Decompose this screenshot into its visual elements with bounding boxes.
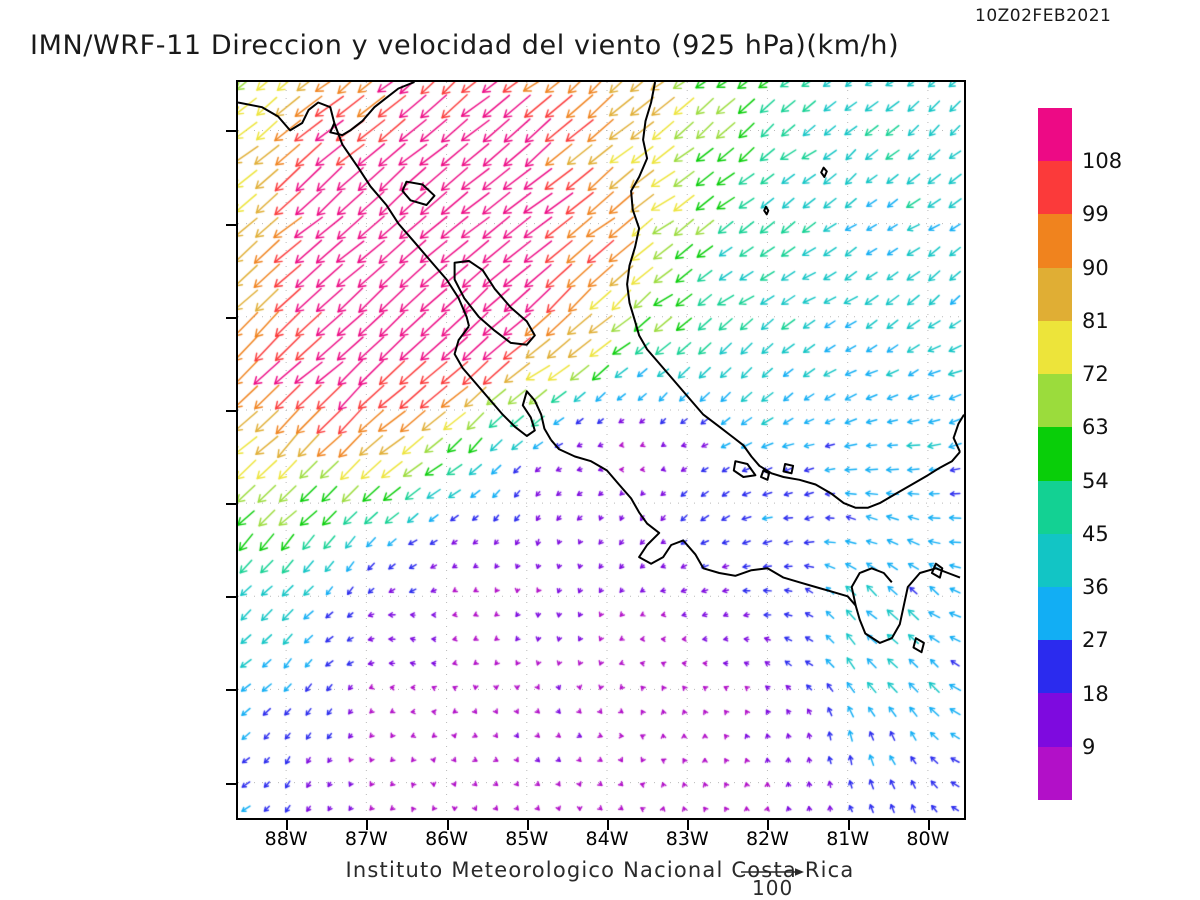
- colorbar-band: [1038, 480, 1072, 534]
- reference-vector-arrow: [741, 868, 804, 876]
- coastline-path: [626, 82, 961, 509]
- colorbar[interactable]: [1038, 108, 1072, 800]
- lon-tick-label: 84W: [585, 828, 629, 850]
- lon-tick-label: 87W: [344, 828, 388, 850]
- lon-tick-label: 86W: [425, 828, 469, 850]
- lon-tick-mark: [607, 820, 610, 830]
- lon-tick-mark: [767, 820, 770, 830]
- colorbar-tick-label: 45: [1082, 521, 1109, 546]
- lat-tick-mark: [226, 782, 236, 785]
- coastline-path: [453, 325, 552, 441]
- lon-tick-label: 85W: [505, 828, 549, 850]
- coastline-path: [820, 166, 828, 178]
- coastline-path: [760, 469, 771, 481]
- lat-tick-mark: [226, 223, 236, 226]
- coastline-path: [238, 82, 415, 137]
- colorbar-tick-label: 99: [1082, 202, 1109, 227]
- lon-tick-label: 83W: [665, 828, 709, 850]
- lat-tick-mark: [226, 689, 236, 692]
- coastline-path: [930, 562, 944, 579]
- coastline-path: [550, 439, 961, 644]
- coastline-path: [732, 460, 757, 478]
- colorbar-tick-label: 9: [1082, 734, 1096, 759]
- lon-tick-label: 80W: [906, 828, 950, 850]
- colorbar-band: [1038, 108, 1072, 162]
- page-title: IMN/WRF-11 Direccion y velocidad del vie…: [30, 30, 900, 61]
- colorbar-band: [1038, 161, 1072, 215]
- colorbar-tick-label: 63: [1082, 415, 1109, 440]
- footer-credit: Instituto Meteorologico Nacional Costa R…: [345, 858, 855, 882]
- lat-tick-mark: [226, 130, 236, 133]
- lon-tick-mark: [446, 820, 449, 830]
- coastline-path: [763, 205, 770, 216]
- lon-tick-mark: [927, 820, 930, 830]
- coastline-path: [401, 180, 436, 206]
- colorbar-tick-label: 36: [1082, 575, 1109, 600]
- colorbar-band: [1038, 267, 1072, 321]
- lat-tick-mark: [226, 596, 236, 599]
- coastline-path: [912, 637, 925, 654]
- colorbar-tick-label: 90: [1082, 255, 1109, 280]
- colorbar-band: [1038, 586, 1072, 641]
- coastline-path: [850, 567, 893, 606]
- colorbar-band: [1038, 533, 1072, 587]
- lat-tick-mark: [226, 503, 236, 506]
- lon-tick-label: 82W: [745, 828, 789, 850]
- colorbar-band: [1038, 640, 1072, 694]
- reference-vector-label: 100: [752, 876, 794, 900]
- colorbar-tick-label: 108: [1082, 149, 1123, 174]
- colorbar-tick-label: 54: [1082, 468, 1109, 493]
- lon-tick-label: 88W: [264, 828, 308, 850]
- lat-tick-mark: [226, 409, 236, 412]
- colorbar-band: [1038, 427, 1072, 481]
- lon-tick-mark: [366, 820, 369, 830]
- colorbar-band: [1038, 746, 1072, 800]
- lon-tick-mark: [526, 820, 529, 830]
- colorbar-tick-label: 18: [1082, 681, 1109, 706]
- lat-tick-mark: [226, 316, 236, 319]
- colorbar-tick-label: 72: [1082, 362, 1109, 387]
- coastline-path: [333, 122, 470, 327]
- coastline-overlay: [238, 82, 964, 654]
- map-plot-area[interactable]: [236, 80, 966, 820]
- lon-tick-mark: [687, 820, 690, 830]
- lon-tick-label: 81W: [826, 828, 870, 850]
- coastline-path: [952, 414, 964, 453]
- colorbar-tick-label: 27: [1082, 628, 1109, 653]
- colorbar-band: [1038, 214, 1072, 268]
- colorbar-band: [1038, 374, 1072, 428]
- valid-time-stamp: 10Z02FEB2021: [975, 6, 1112, 26]
- lon-tick-mark: [847, 820, 850, 830]
- lon-tick-mark: [286, 820, 289, 830]
- colorbar-band: [1038, 320, 1072, 375]
- colorbar-tick-label: 81: [1082, 308, 1109, 333]
- colorbar-band: [1038, 693, 1072, 747]
- wind-vector-field: [238, 82, 964, 818]
- coastline-path: [782, 463, 795, 475]
- coastline-path: [453, 259, 536, 346]
